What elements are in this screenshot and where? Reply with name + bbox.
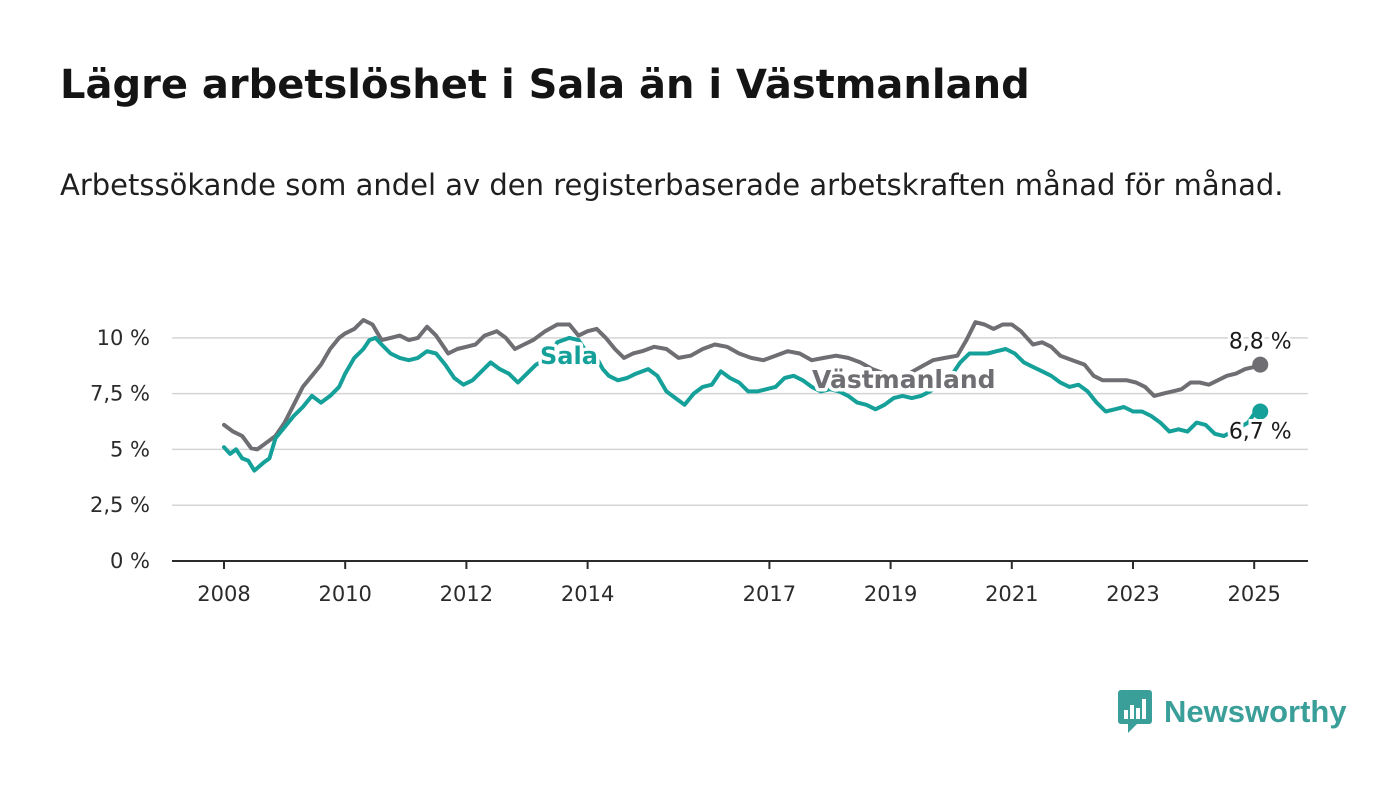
x-tick-label: 2023 bbox=[1106, 582, 1159, 606]
y-tick-label: 10 % bbox=[97, 326, 150, 350]
chart-subtitle: Arbetssökande som andel av den registerb… bbox=[60, 168, 1284, 202]
series-name-label: Västmanland bbox=[812, 365, 996, 394]
bar-chart-speech-bubble-icon bbox=[1118, 690, 1152, 733]
y-tick-label: 2,5 % bbox=[90, 493, 150, 517]
brand-logo: Newsworthy bbox=[1118, 690, 1347, 734]
chart-title: Lägre arbetslöshet i Sala än i Västmanla… bbox=[60, 62, 1030, 108]
series-labels: Västmanland Sala 8,8 % 6,7 % bbox=[537, 327, 1295, 448]
x-tick-label: 2008 bbox=[197, 582, 250, 606]
x-tick-label: 2017 bbox=[743, 582, 796, 606]
series-line-västmanland bbox=[222, 318, 1263, 452]
series-end-marker-västmanland bbox=[1252, 356, 1269, 373]
brand-name: Newsworthy bbox=[1164, 694, 1347, 729]
axes: 0 % 2,5 % 5 % 7,5 % 10 % 2008 2010 2012 2014 2017… bbox=[90, 326, 1308, 606]
x-tick-label: 2019 bbox=[864, 582, 917, 606]
y-tick-label: 5 % bbox=[110, 437, 150, 461]
x-tick-label: 2025 bbox=[1227, 582, 1280, 606]
series-end-label: 8,8 % bbox=[1229, 330, 1292, 355]
x-tick-label: 2021 bbox=[985, 582, 1038, 606]
x-tick-label: 2014 bbox=[561, 582, 614, 606]
series-end-label: 6,7 % bbox=[1229, 419, 1292, 444]
series-end-marker-sala bbox=[1252, 403, 1269, 420]
x-tick-label: 2012 bbox=[440, 582, 493, 606]
y-tick-label: 7,5 % bbox=[90, 382, 150, 406]
x-tick-label: 2010 bbox=[318, 582, 371, 606]
y-tick-label: 0 % bbox=[110, 549, 150, 573]
series-name-label: Sala bbox=[540, 342, 598, 370]
gridlines bbox=[172, 337, 1308, 506]
series-line-sala bbox=[222, 335, 1263, 473]
series-lines bbox=[222, 318, 1269, 473]
